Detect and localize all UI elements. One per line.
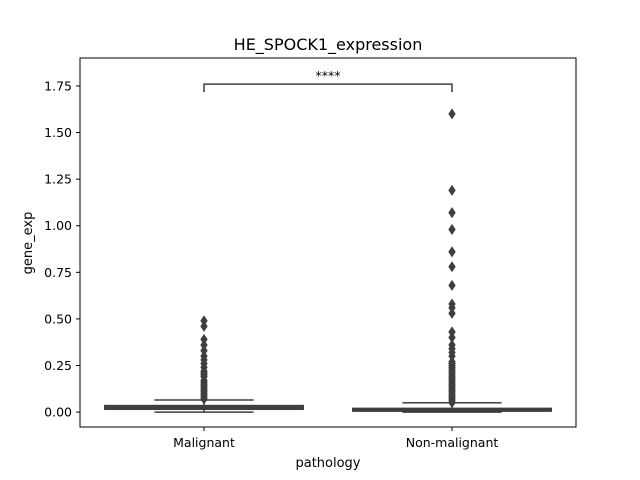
plot-area: **** 0.00 0.25 0.50 0.75 1.00 1.25 1.50 1.75 Mali… [44, 57, 577, 450]
outlier-point [448, 246, 456, 258]
outlier-point [448, 332, 456, 344]
outlier-point [200, 320, 208, 332]
outlier-point [448, 261, 456, 273]
y-tick-label: 1.75 [44, 78, 72, 93]
outlier-point [200, 339, 208, 351]
y-axis-label: gene_exp [21, 212, 36, 275]
outlier-point [200, 350, 208, 362]
x-tick-label: Malignant [173, 435, 235, 450]
significance-bracket [203, 83, 453, 93]
chart-title: HE_SPOCK1_expression [234, 35, 423, 55]
outlier-point [200, 333, 208, 345]
outlier-point [448, 184, 456, 196]
outlier-point [448, 207, 456, 219]
outlier-point [448, 223, 456, 235]
x-tick-label: Non-malignant [406, 435, 499, 450]
outlier-point [448, 326, 456, 338]
y-tick-label: 0.75 [44, 265, 72, 280]
significance-label: **** [316, 68, 341, 83]
outlier-point [448, 339, 456, 351]
outlier-point [448, 108, 456, 120]
outlier-point [448, 307, 456, 319]
y-tick-label: 0.25 [44, 358, 72, 373]
x-axis-label: pathology [295, 456, 360, 471]
y-tick-label: 1.00 [44, 218, 72, 233]
outlier-point [200, 345, 208, 357]
y-tick-label: 1.50 [44, 125, 72, 140]
y-tick-label: 1.25 [44, 172, 72, 187]
outlier-point [448, 356, 456, 368]
outlier-point [448, 279, 456, 291]
outlier-point [200, 315, 208, 327]
y-tick-label: 0.00 [44, 405, 72, 420]
outlier-point [448, 298, 456, 310]
plot-frame [79, 57, 577, 428]
y-tick-label: 0.50 [44, 311, 72, 326]
